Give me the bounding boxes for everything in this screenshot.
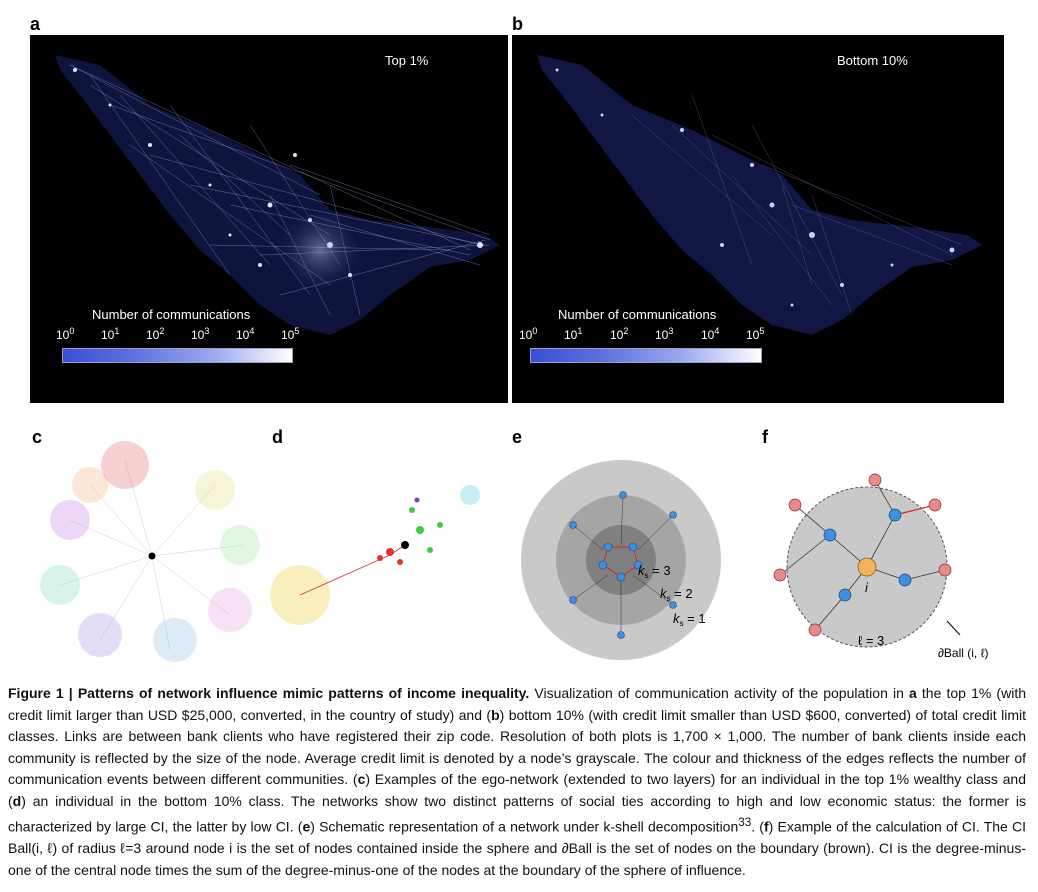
panel-letter-e: e bbox=[512, 427, 523, 447]
caption-text-3: ) bottom 10% (with credit limit smaller … bbox=[8, 706, 1026, 788]
tick-base: 10 bbox=[101, 328, 115, 342]
panel-a-label: Top 1% bbox=[385, 53, 429, 68]
caption-citation: 33 bbox=[738, 816, 752, 829]
ego-network-bottom-10-percent bbox=[270, 485, 480, 625]
colorbar-b-tick-2: 102 bbox=[610, 326, 629, 343]
ks1-k: k bbox=[673, 611, 681, 626]
ego-network-top-1-percent bbox=[40, 441, 260, 662]
ks1-label: ks = 1 bbox=[673, 611, 706, 628]
caption-text-7: . ( bbox=[751, 818, 764, 835]
colorbar-a-tick-3: 103 bbox=[191, 326, 210, 343]
colorbar-a-tick-2: 102 bbox=[146, 326, 165, 343]
tick-base: 10 bbox=[146, 328, 160, 342]
colorbar-a-tick-1: 101 bbox=[101, 326, 120, 343]
tick-exponent: 4 bbox=[249, 326, 255, 336]
ks3-sub: s bbox=[645, 571, 649, 580]
ball-label: ∂Ball (i, ℓ) bbox=[938, 646, 988, 660]
ks2-val: = 2 bbox=[671, 586, 693, 601]
ci-ball-diagram: i ℓ = 3 ∂Ball (i, ℓ) bbox=[773, 473, 988, 660]
k-shell-diagram: ks = 3 ks = 2 ks = 1 bbox=[521, 460, 721, 660]
tick-base: 10 bbox=[236, 328, 250, 342]
colorbar-b-tick-4: 104 bbox=[701, 326, 720, 343]
tick-exponent: 3 bbox=[668, 326, 674, 336]
caption-text-1: Visualization of communication activity … bbox=[529, 685, 909, 701]
tick-base: 10 bbox=[746, 328, 760, 342]
tick-base: 10 bbox=[655, 328, 669, 342]
caption-ref-c: c bbox=[357, 771, 366, 787]
colorbar-a-title: Number of communications bbox=[92, 307, 251, 322]
colorbar-a-tick-4: 104 bbox=[236, 326, 255, 343]
ell-label: ℓ = 3 bbox=[858, 633, 884, 648]
network-map-a bbox=[55, 55, 500, 335]
caption-text-5: ) an individual in the bottom 10% class.… bbox=[8, 792, 1026, 835]
colorbar-b-tick-1: 101 bbox=[564, 326, 583, 343]
panel-letter-a: a bbox=[30, 14, 41, 34]
colorbar-b-tick-0: 100 bbox=[519, 326, 538, 343]
tick-base: 10 bbox=[701, 328, 715, 342]
caption-text-8: ) Example of the calculation of CI. The … bbox=[8, 818, 1026, 878]
panel-letter-b: b bbox=[512, 14, 523, 34]
caption-text-6: ) Schematic representation of a network … bbox=[310, 818, 739, 835]
map-panel-bottom-10-percent bbox=[512, 35, 1004, 403]
caption-ref-a: a bbox=[909, 685, 917, 701]
tick-base: 10 bbox=[56, 328, 70, 342]
tick-base: 10 bbox=[519, 328, 533, 342]
caption-text-4: ) Examples of the ego-network (extended … bbox=[8, 771, 1026, 809]
node-i-label: i bbox=[865, 580, 869, 595]
ks3-k: k bbox=[638, 563, 646, 578]
ks3-val: = 3 bbox=[649, 563, 671, 578]
caption-text-2: the top 1% (with credit limit larger tha… bbox=[8, 685, 1026, 723]
colorbar-a-tick-5: 105 bbox=[281, 326, 300, 343]
tick-exponent: 4 bbox=[714, 326, 720, 336]
caption-ref-f: f bbox=[763, 818, 769, 835]
panel-letter-d: d bbox=[272, 427, 283, 447]
tick-exponent: 2 bbox=[159, 326, 165, 336]
tick-base: 10 bbox=[564, 328, 578, 342]
ball-arrow-icon bbox=[946, 620, 961, 636]
ks3-label: ks = 3 bbox=[638, 563, 671, 580]
tick-exponent: 5 bbox=[759, 326, 765, 336]
tick-exponent: 0 bbox=[69, 326, 75, 336]
figure-caption: Figure 1 | Patterns of network influence… bbox=[8, 683, 1026, 881]
tick-exponent: 1 bbox=[114, 326, 120, 336]
caption-ref-b: b bbox=[491, 706, 500, 723]
ks1-sub: s bbox=[680, 619, 684, 628]
ks2-k: k bbox=[660, 586, 668, 601]
ks2-label: ks = 2 bbox=[660, 586, 693, 603]
panel-letter-f: f bbox=[762, 427, 768, 447]
caption-ref-e: e bbox=[302, 818, 311, 835]
tick-base: 10 bbox=[191, 328, 205, 342]
tick-exponent: 2 bbox=[623, 326, 629, 336]
tick-exponent: 5 bbox=[294, 326, 300, 336]
colorbar-a-tick-0: 100 bbox=[56, 326, 75, 343]
tick-exponent: 1 bbox=[577, 326, 583, 336]
colorbar-b-tick-3: 103 bbox=[655, 326, 674, 343]
colorbar-b-tick-5: 105 bbox=[746, 326, 765, 343]
ks2-sub: s bbox=[667, 594, 671, 603]
colorbar-b bbox=[530, 348, 762, 363]
caption-ref-d: d bbox=[12, 792, 22, 809]
central-node bbox=[857, 557, 877, 577]
colorbar-b-title: Number of communications bbox=[558, 307, 717, 322]
panel-letter-c: c bbox=[32, 427, 43, 447]
tick-base: 10 bbox=[281, 328, 295, 342]
network-map-b bbox=[537, 55, 982, 335]
map-panel-top-1-percent bbox=[30, 35, 508, 403]
shell-ks3 bbox=[586, 525, 656, 595]
panel-b-label: Bottom 10% bbox=[837, 53, 908, 68]
tick-base: 10 bbox=[610, 328, 624, 342]
tick-exponent: 3 bbox=[204, 326, 210, 336]
caption-heading: Figure 1 | Patterns of network influence… bbox=[8, 685, 530, 701]
tick-exponent: 0 bbox=[532, 326, 538, 336]
ks1-val: = 1 bbox=[684, 611, 706, 626]
colorbar-a bbox=[62, 348, 293, 363]
